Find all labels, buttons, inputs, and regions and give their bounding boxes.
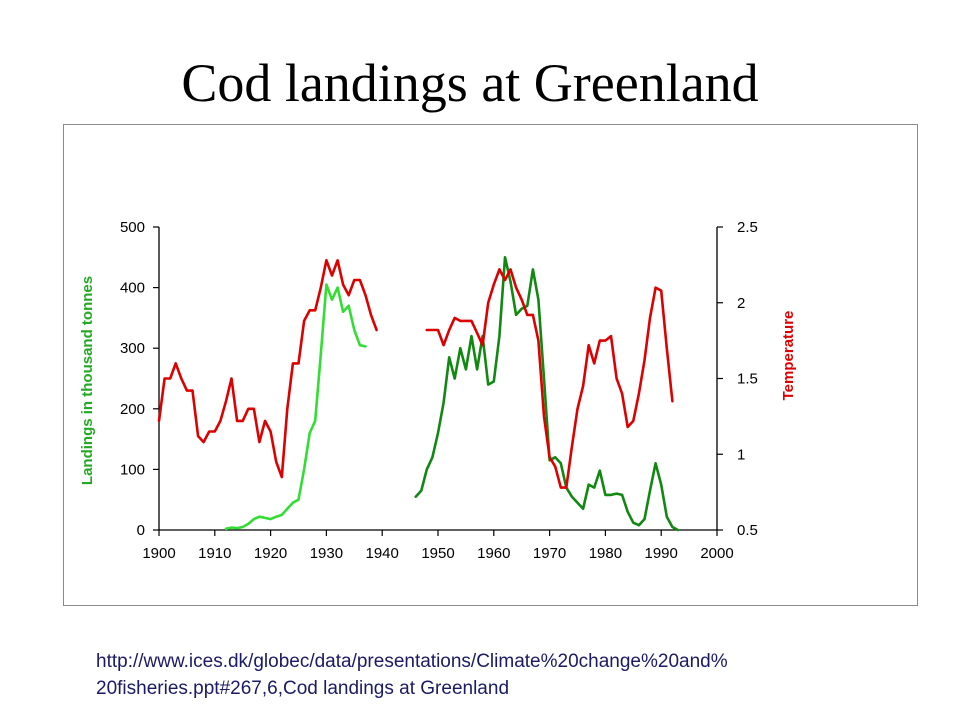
series-line-landings_early xyxy=(224,283,367,531)
x-tick-label: 1900 xyxy=(142,545,175,562)
series-line-temperature xyxy=(157,258,378,479)
right-y-tick-label: 2.5 xyxy=(737,219,758,236)
series-line-temperature_late xyxy=(425,268,674,489)
x-tick-label: 1960 xyxy=(477,545,510,562)
left-y-tick-label: 500 xyxy=(120,219,145,236)
right-y-tick-label: 1.5 xyxy=(737,371,758,388)
x-tick-label: 2000 xyxy=(700,545,733,562)
x-tick-label: 1940 xyxy=(366,545,399,562)
right-y-tick-label: 1 xyxy=(737,446,745,463)
left-y-axis-label: Landings in thousand tonnes xyxy=(79,276,96,485)
x-tick-label: 1970 xyxy=(533,545,566,562)
x-tick-label: 1920 xyxy=(254,545,287,562)
source-url-line-1[interactable]: http://www.ices.dk/globec/data/presentat… xyxy=(96,651,728,672)
left-y-tick-label: 0 xyxy=(137,522,145,539)
x-tick-label: 1910 xyxy=(198,545,231,562)
right-y-axis-label: Temperature xyxy=(780,311,797,401)
x-tick-label: 1990 xyxy=(645,545,678,562)
x-tick-label: 1980 xyxy=(589,545,622,562)
source-url[interactable]: http://www.ices.dk/globec/data/presentat… xyxy=(96,648,916,702)
right-y-tick-label: 2 xyxy=(737,295,745,312)
series-line-landings_late xyxy=(414,255,680,532)
right-y-tick-label: 0.5 xyxy=(737,522,758,539)
slide-title: Cod landings at Greenland xyxy=(181,53,759,113)
chart-frame xyxy=(63,124,918,606)
left-y-tick-label: 300 xyxy=(120,340,145,357)
left-y-tick-label: 100 xyxy=(120,461,145,478)
left-y-tick-label: 200 xyxy=(120,401,145,418)
x-tick-label: 1950 xyxy=(421,545,454,562)
source-url-line-2[interactable]: 20fisheries.ppt#267,6,Cod landings at Gr… xyxy=(96,678,510,699)
x-tick-label: 1930 xyxy=(310,545,343,562)
left-y-tick-label: 400 xyxy=(120,280,145,297)
